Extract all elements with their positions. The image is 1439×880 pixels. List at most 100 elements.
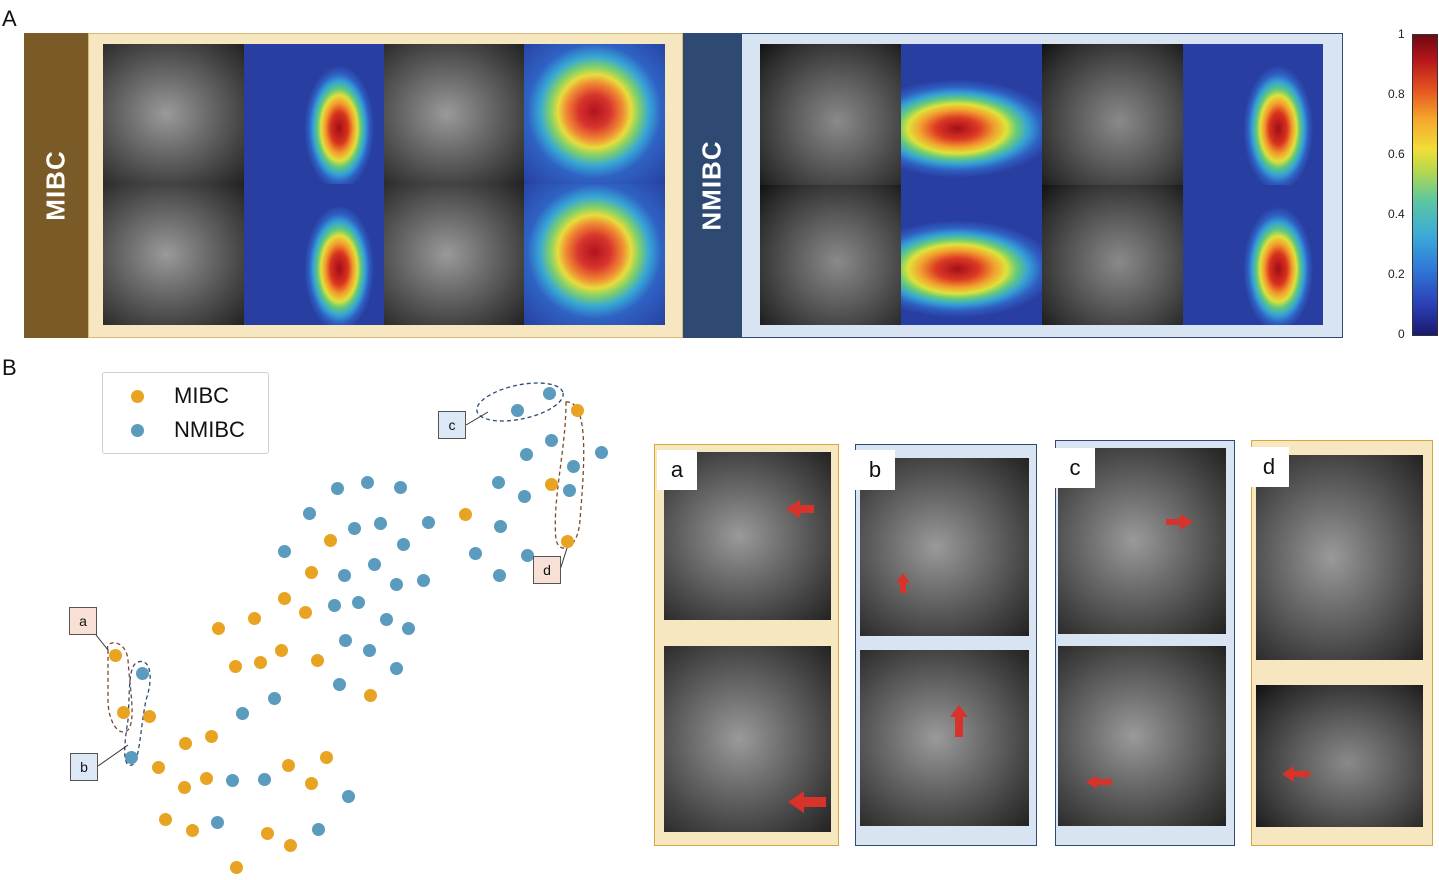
scatter-point-nmibc [351, 595, 365, 609]
nmibc-group-label: NMIBC [683, 33, 741, 338]
scatter-point-mibc [151, 760, 165, 774]
example-d-label: d [1249, 447, 1289, 487]
cluster-b-outline [124, 660, 151, 766]
scatter-point-mibc [116, 705, 130, 719]
scatter-point-mibc [142, 709, 156, 723]
scatter-point-mibc [178, 736, 192, 750]
panel-b-letter: B [2, 355, 17, 380]
scatter-point-mibc [211, 621, 225, 635]
legend-item-nmibc: NMIBC [131, 417, 245, 443]
legend-label-nmibc: NMIBC [174, 417, 245, 442]
legend-item-mibc: MIBC [131, 383, 229, 409]
scatter-point-mibc [310, 653, 324, 667]
scatter-point-mibc [199, 771, 213, 785]
scatter-point-nmibc [302, 506, 316, 520]
scatter-legend: MIBC NMIBC [102, 372, 269, 454]
scatter-point-nmibc [389, 661, 403, 675]
scatter-point-mibc [298, 605, 312, 619]
scatter-point-nmibc [235, 706, 249, 720]
nmibc-heatmap-1 [901, 44, 1042, 185]
nmibc-heatmap-4 [1183, 185, 1323, 325]
scatter-point-nmibc [347, 521, 361, 535]
scatter-point-mibc [204, 729, 218, 743]
mibc-heatmap-4 [524, 184, 665, 325]
scatter-point-nmibc [566, 459, 580, 473]
scatter-point-nmibc [493, 519, 507, 533]
scatter-point-mibc [229, 860, 243, 874]
scatter-point-nmibc [468, 546, 482, 560]
example-c-scan-2 [1058, 646, 1226, 826]
scatter-point-mibc [228, 659, 242, 673]
panel-a-letter: A [2, 6, 17, 31]
scatter-point-mibc [247, 611, 261, 625]
nmibc-ct-slice-3 [760, 185, 901, 325]
scatter-point-mibc [108, 648, 122, 662]
scatter-point-nmibc [373, 516, 387, 530]
mibc-heatmap-1 [244, 44, 384, 184]
scatter-point-mibc [363, 688, 377, 702]
scatter-point-mibc [458, 507, 472, 521]
scatter-point-nmibc [338, 633, 352, 647]
scatter-point-nmibc [327, 598, 341, 612]
leader-line-d [559, 544, 569, 571]
leader-line-c [465, 411, 489, 426]
colorbar-tick-0-8: 0.8 [1388, 87, 1405, 101]
nmibc-ct-slice-1 [760, 44, 901, 185]
nmibc-ct-slice-4 [1042, 185, 1183, 325]
scatter-point-nmibc [330, 481, 344, 495]
scatter-point-nmibc [341, 789, 355, 803]
scatter-point-nmibc [562, 483, 576, 497]
nmibc-ct-slice-2 [1042, 44, 1183, 185]
arrow-icon-a2 [788, 791, 826, 813]
example-a-label: a [657, 450, 697, 490]
example-b-scan-2 [860, 650, 1029, 826]
legend-label-mibc: MIBC [174, 383, 229, 408]
scatter-point-nmibc [389, 577, 403, 591]
scatter-point-nmibc [594, 445, 608, 459]
scatter-point-nmibc [362, 643, 376, 657]
scatter-point-mibc [253, 655, 267, 669]
scatter-point-mibc [158, 812, 172, 826]
scatter-point-nmibc [393, 480, 407, 494]
scatter-point-mibc [277, 591, 291, 605]
scatter-point-nmibc [267, 691, 281, 705]
scatter-point-nmibc [519, 447, 533, 461]
arrow-icon-c2 [1086, 775, 1112, 789]
nmibc-heatmap-3 [901, 185, 1042, 325]
scatter-point-mibc [260, 826, 274, 840]
scatter-point-nmibc [135, 666, 149, 680]
scatter-point-nmibc [332, 677, 346, 691]
mibc-heatmap-2 [524, 44, 665, 184]
scatter-point-nmibc [225, 773, 239, 787]
scatter-point-nmibc [257, 772, 271, 786]
scatter-point-nmibc [210, 815, 224, 829]
scatter-point-mibc [560, 534, 574, 548]
mibc-ct-slice-3 [103, 184, 244, 325]
scatter-point-mibc [304, 776, 318, 790]
mibc-ct-slice-2 [384, 44, 524, 184]
scatter-point-nmibc [396, 537, 410, 551]
example-c-label: c [1055, 448, 1095, 488]
scatter-point-nmibc [311, 822, 325, 836]
mibc-ct-slice-1 [103, 44, 244, 184]
arrow-icon-a1 [786, 500, 814, 518]
scatter-point-mibc [177, 780, 191, 794]
nmibc-heatmap-2 [1183, 44, 1323, 185]
scatter-point-nmibc [379, 612, 393, 626]
scatter-point-mibc [319, 750, 333, 764]
cluster-c-outline [476, 382, 564, 422]
colorbar-tick-0-6: 0.6 [1388, 147, 1405, 161]
colorbar-tick-0: 0 [1398, 327, 1405, 341]
colorbar-tick-0-2: 0.2 [1388, 267, 1405, 281]
scatter-point-nmibc [492, 568, 506, 582]
scatter-point-mibc [304, 565, 318, 579]
cluster-a-outline [106, 642, 133, 733]
scatter-point-nmibc [124, 750, 138, 764]
colorbar [1412, 34, 1438, 336]
colorbar-tick-1: 1 [1398, 27, 1405, 41]
scatter-point-mibc [281, 758, 295, 772]
annotation-box-d: d [533, 556, 561, 584]
legend-marker-nmibc [131, 423, 144, 437]
